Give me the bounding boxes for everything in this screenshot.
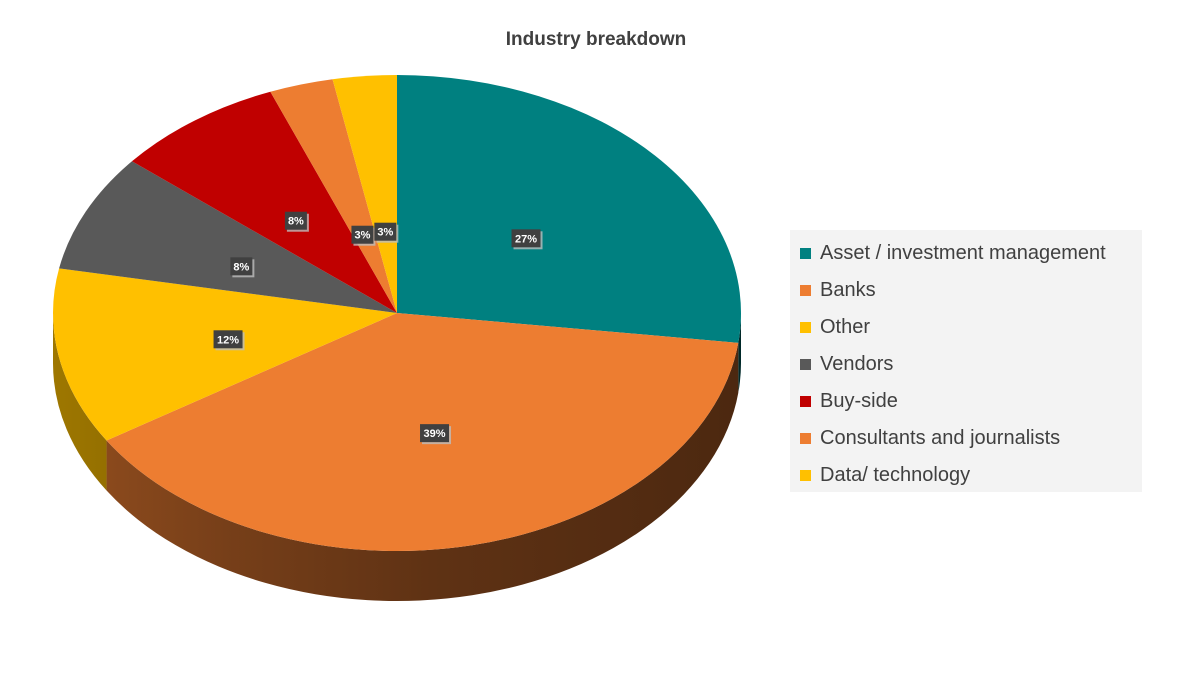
legend-item: Buy-side (800, 388, 898, 414)
legend-label: Vendors (820, 352, 894, 375)
legend-swatch (800, 321, 811, 333)
pie-slice-side (53, 313, 107, 491)
svg-text:39%: 39% (424, 428, 446, 440)
legend-item: Other (800, 314, 870, 340)
legend-item: Consultants and journalists (800, 425, 1060, 451)
svg-text:8%: 8% (288, 216, 304, 228)
data-label: 8% (284, 211, 309, 232)
legend-label: Buy-side (820, 389, 898, 412)
data-label: 12% (213, 330, 245, 351)
legend-item: Vendors (800, 351, 893, 377)
pie-slice-side (738, 313, 741, 393)
pie-slice (332, 75, 397, 313)
svg-text:8%: 8% (233, 261, 249, 273)
legend-item: Asset / investment management (800, 240, 1106, 266)
data-label: 3% (351, 225, 376, 246)
legend-label: Banks (820, 278, 876, 301)
svg-text:27%: 27% (515, 233, 537, 245)
pie-slice (59, 161, 397, 313)
legend-swatch (800, 284, 811, 296)
legend-swatch (800, 247, 811, 259)
svg-text:3%: 3% (354, 230, 370, 242)
chart-title: Industry breakdown (505, 29, 687, 50)
legend-label: Other (820, 315, 871, 338)
legend-swatch (800, 432, 811, 444)
legend-label: Consultants and journalists (820, 426, 1061, 449)
legend: Asset / investment management Banks Othe… (790, 230, 1142, 492)
pie-slice (52, 268, 397, 441)
data-label: 8% (230, 257, 255, 278)
pie-slice (270, 79, 397, 313)
svg-text:3%: 3% (377, 227, 393, 239)
legend-item: Banks (800, 277, 876, 303)
data-label: 27% (511, 229, 543, 250)
data-label: 39% (420, 424, 452, 445)
pie-slice-side (106, 342, 739, 601)
pie-slice (131, 91, 397, 313)
data-label: 3% (374, 222, 399, 243)
legend-swatch (800, 358, 811, 370)
svg-text:12%: 12% (217, 334, 239, 346)
legend-swatch (800, 469, 811, 481)
legend-swatch (800, 395, 811, 407)
pie-slice (397, 75, 742, 343)
legend-label: Asset / investment management (820, 241, 1106, 264)
legend-label: Data/ technology (820, 463, 971, 486)
legend-item: Data/ technology (800, 462, 970, 488)
